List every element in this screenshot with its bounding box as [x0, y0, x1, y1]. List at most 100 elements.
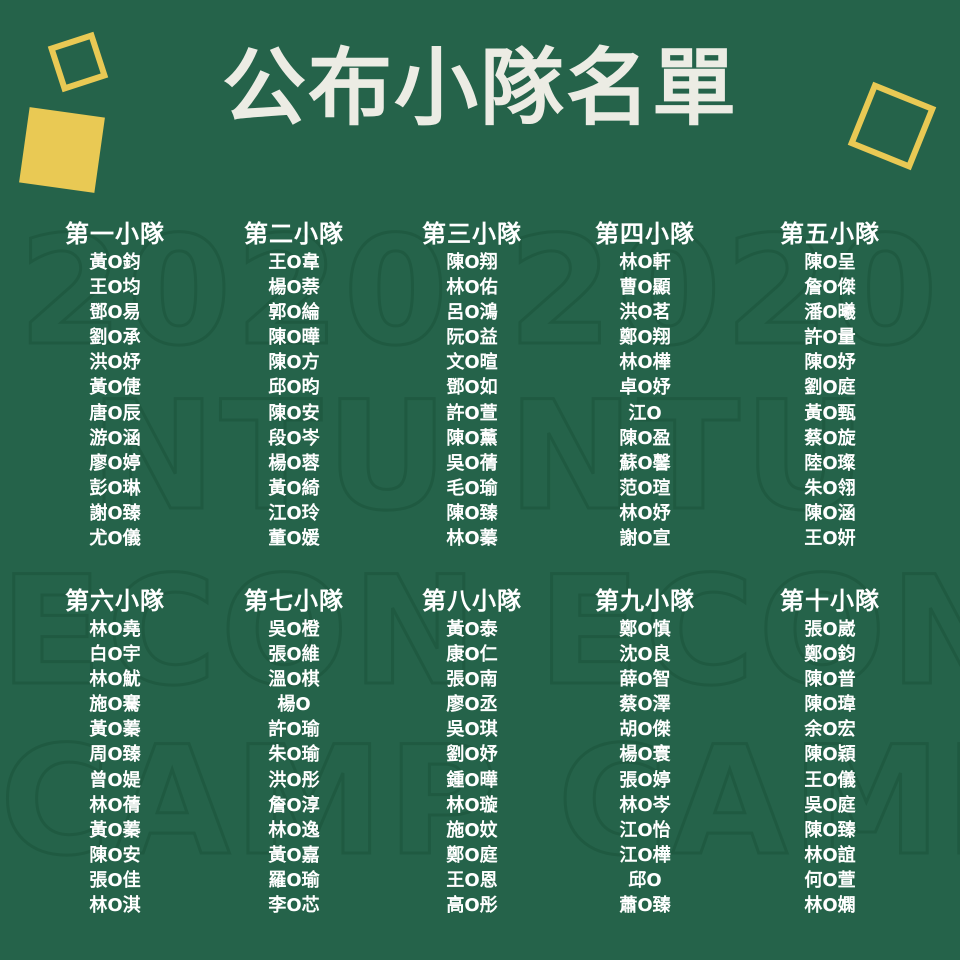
member-name: 黃O甄 [804, 402, 856, 424]
member-list: 林O軒 曹O顯 洪O茗 鄭O翔 林O樺 卓O妤 江O 陳O盈 蘇O馨 范O瑄 林O妤 謝O宣 [565, 250, 725, 551]
member-name: 文O暄 [446, 352, 498, 374]
team-title: 第十小隊 [780, 587, 880, 615]
member-name: 黃O蓁 [89, 819, 141, 841]
member-name: 陳O翔 [446, 252, 498, 273]
member-name: 黃O鈞 [89, 252, 141, 273]
member-name: 洪O彤 [268, 769, 320, 791]
member-name: 劉O庭 [804, 377, 856, 399]
team-title: 第一小隊 [65, 220, 165, 248]
team-4: 第四小隊 林O軒 曹O顯 洪O茗 鄭O翔 林O樺 卓O妤 江O 陳O盈 蘇O馨 范O瑄 林O妤 謝O宣 [565, 220, 725, 551]
member-name: 楊O [277, 694, 311, 716]
member-name: 林O妤 [619, 502, 671, 524]
member-name: 謝O臻 [89, 502, 141, 524]
member-name: 董O媛 [268, 528, 320, 550]
member-name: 余O宏 [804, 719, 856, 741]
member-name: 陳O安 [268, 402, 320, 424]
member-name: 陳O妤 [804, 352, 856, 374]
member-name: 林O岑 [619, 794, 671, 816]
member-list: 黃O泰 康O仁 張O南 廖O丞 吳O琪 劉O妤 鍾O曄 林O璇 施O妏 鄭O庭 王O恩 高O彤 [392, 617, 552, 918]
member-name: 黃O倢 [89, 377, 141, 399]
member-name: 陳O普 [804, 669, 856, 691]
member-name: 黃O嘉 [268, 844, 320, 866]
member-name: 許O瑜 [268, 719, 320, 741]
member-name: 林O蒨 [89, 794, 141, 816]
member-name: 曾O媞 [89, 769, 141, 791]
member-name: 阮O益 [446, 327, 498, 349]
member-name: 薛O智 [619, 669, 671, 691]
member-name: 林O璇 [446, 794, 498, 816]
member-list: 張O崴 鄭O鈞 陳O普 陳O瑋 余O宏 陳O穎 王O儀 吳O庭 陳O臻 林O誼 何O萱 林O嫻 [750, 617, 910, 918]
member-name: 劉O妤 [446, 744, 498, 766]
member-list: 鄭O慎 沈O良 薛O智 蔡O澤 胡O傑 楊O寰 張O婷 林O岑 江O怡 江O樺 邱O 蕭O臻 [565, 617, 725, 918]
member-name: 林O軒 [619, 252, 671, 273]
team-8: 第八小隊 黃O泰 康O仁 張O南 廖O丞 吳O琪 劉O妤 鍾O曄 林O璇 施O妏 鄭O庭 王O恩 高O彤 [392, 587, 552, 918]
member-name: 毛O瑜 [446, 477, 498, 499]
member-name: 黃O綺 [268, 477, 320, 499]
team-10: 第十小隊 張O崴 鄭O鈞 陳O普 陳O瑋 余O宏 陳O穎 王O儀 吳O庭 陳O臻 林O誼 何O萱 林O嫻 [750, 587, 910, 918]
member-name: 王O韋 [268, 252, 320, 273]
member-name: 洪O茗 [619, 302, 671, 324]
member-name: 江O樺 [619, 844, 671, 866]
member-name: 彭O琳 [89, 477, 141, 499]
team-title: 第五小隊 [780, 220, 880, 248]
member-name: 陸O璨 [804, 452, 856, 474]
member-name: 邱O昀 [268, 377, 320, 399]
member-name: 施O妏 [446, 819, 498, 841]
member-name: 許O萱 [446, 402, 498, 424]
member-name: 楊O寰 [619, 744, 671, 766]
member-list: 林O堯 白O宇 林O魷 施O騫 黃O蓁 周O臻 曾O媞 林O蒨 黃O蓁 陳O安 張O佳 林O淇 [35, 617, 195, 918]
member-name: 林O堯 [89, 619, 141, 640]
member-name: 楊O蓉 [268, 452, 320, 474]
member-name: 陳O方 [268, 352, 320, 374]
member-name: 邱O [628, 869, 662, 891]
member-name: 陳O盈 [619, 427, 671, 449]
member-name: 王O恩 [446, 869, 498, 891]
member-name: 張O崴 [804, 619, 856, 640]
member-name: 陳O薰 [446, 427, 498, 449]
team-1: 第一小隊 黃O鈞 王O均 鄧O易 劉O承 洪O妤 黃O倢 唐O辰 游O涵 廖O婷 彭O琳 謝O臻 尤O儀 [35, 220, 195, 551]
member-name: 吳O橙 [268, 619, 320, 640]
team-title: 第六小隊 [65, 587, 165, 615]
member-name: 陳O安 [89, 844, 141, 866]
member-name: 蘇O馨 [619, 452, 671, 474]
member-name: 卓O妤 [619, 377, 671, 399]
member-name: 謝O宣 [619, 528, 671, 550]
member-name: 蔡O澤 [619, 694, 671, 716]
member-name: 王O儀 [804, 769, 856, 791]
team-5: 第五小隊 陳O呈 詹O傑 潘O曦 許O量 陳O妤 劉O庭 黃O甄 蔡O旋 陸O璨 朱O翎 陳O涵 王O妍 [750, 220, 910, 551]
member-name: 張O婷 [619, 769, 671, 791]
team-9: 第九小隊 鄭O慎 沈O良 薛O智 蔡O澤 胡O傑 楊O寰 張O婷 林O岑 江O怡 江O樺 邱O 蕭O臻 [565, 587, 725, 918]
member-name: 黃O泰 [446, 619, 498, 640]
member-name: 羅O瑜 [268, 869, 320, 891]
member-name: 周O臻 [89, 744, 141, 766]
member-name: 楊O萘 [268, 277, 320, 299]
team-title: 第三小隊 [422, 220, 522, 248]
page-title: 公布小隊名單 [221, 39, 738, 137]
member-name: 陳O瑋 [804, 694, 856, 716]
member-name: 鄧O如 [446, 377, 498, 399]
member-name: 溫O棋 [268, 669, 320, 691]
member-name: 白O宇 [89, 644, 141, 666]
member-name: 鄭O鈞 [804, 644, 856, 666]
team-3: 第三小隊 陳O翔 林O佑 呂O鴻 阮O益 文O暄 鄧O如 許O萱 陳O薰 吳O蒨 毛O瑜 陳O臻 林O蓁 [392, 220, 552, 551]
team-title: 第四小隊 [595, 220, 695, 248]
member-list: 王O韋 楊O萘 郭O綸 陳O曄 陳O方 邱O昀 陳O安 段O岑 楊O蓉 黃O綺 江O玲 董O媛 [214, 250, 374, 551]
member-name: 呂O鴻 [446, 302, 498, 324]
member-name: 陳O穎 [804, 744, 856, 766]
member-name: 張O南 [446, 669, 498, 691]
member-name: 詹O淳 [268, 794, 320, 816]
member-name: 許O量 [804, 327, 856, 349]
member-name: 朱O瑜 [268, 744, 320, 766]
member-name: 張O維 [268, 644, 320, 666]
member-name: 林O蓁 [446, 528, 498, 550]
member-name: 陳O曄 [268, 327, 320, 349]
member-name: 江O玲 [268, 502, 320, 524]
member-name: 潘O曦 [804, 302, 856, 324]
team-title: 第九小隊 [595, 587, 695, 615]
member-name: 陳O臻 [804, 819, 856, 841]
member-name: 李O芯 [268, 895, 320, 917]
member-name: 陳O臻 [446, 502, 498, 524]
member-name: 林O淇 [89, 895, 141, 917]
member-list: 陳O翔 林O佑 呂O鴻 阮O益 文O暄 鄧O如 許O萱 陳O薰 吳O蒨 毛O瑜 陳O臻 林O蓁 [392, 250, 552, 551]
member-name: 廖O婷 [89, 452, 141, 474]
